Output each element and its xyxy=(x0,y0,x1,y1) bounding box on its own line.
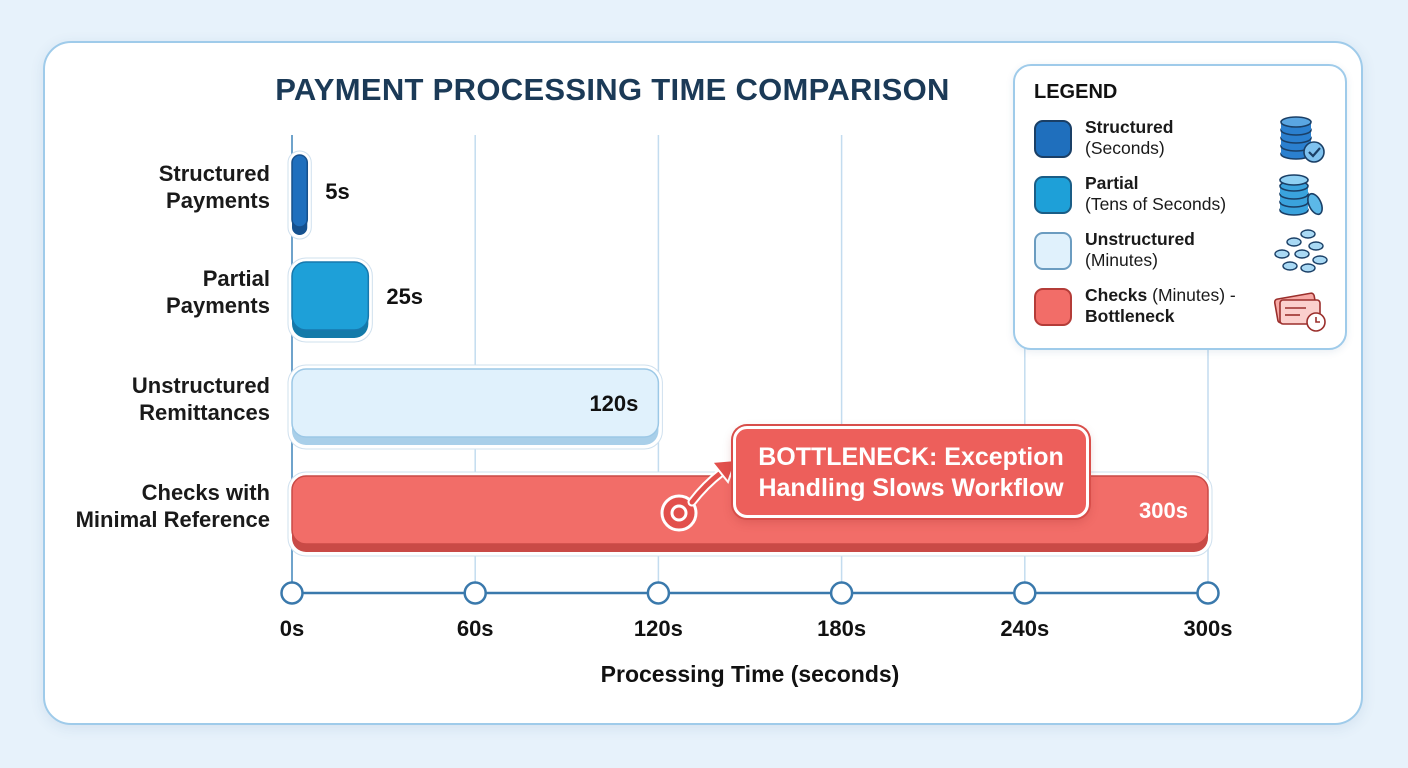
x-tick-marker-0 xyxy=(280,581,304,605)
x-tick-label-120: 120s xyxy=(634,616,683,641)
category-label-0-0: Structured xyxy=(159,161,270,186)
x-tick-marker-240 xyxy=(1013,581,1037,605)
check-clock-icon xyxy=(1273,292,1326,332)
legend: LEGEND Structured (Seconds) xyxy=(1013,64,1347,350)
value-label-3: 300s xyxy=(1139,498,1188,523)
x-tick-label-180: 180s xyxy=(817,616,866,641)
bar-2 xyxy=(287,364,663,450)
bar-face-1 xyxy=(291,261,370,331)
legend-item-checks: Checks (Minutes) - Bottleneck xyxy=(1034,284,1334,332)
x-tick-label-0: 0s xyxy=(280,616,304,641)
category-label-1-0: Partial xyxy=(203,266,270,291)
value-label-1: 25s xyxy=(386,284,423,309)
x-tick-label-300: 300s xyxy=(1184,616,1233,641)
legend-name-bottleneck: Bottleneck xyxy=(1085,306,1175,326)
legend-swatch-checks xyxy=(1034,288,1072,326)
legend-detail-structured: (Seconds) xyxy=(1085,138,1165,158)
x-tick-label-60: 60s xyxy=(457,616,494,641)
x-tick-marker-300 xyxy=(1196,581,1220,605)
legend-title: LEGEND xyxy=(1034,81,1118,103)
chart-title: PAYMENT PROCESSING TIME COMPARISON xyxy=(275,72,950,107)
value-label-2: 120s xyxy=(589,391,638,416)
legend-item-structured: Structured (Seconds) xyxy=(1034,116,1334,164)
legend-name-partial: Partial xyxy=(1085,173,1139,193)
legend-item-unstructured: Unstructured (Minutes) xyxy=(1034,228,1334,276)
coin-stack-icon xyxy=(1279,174,1323,216)
legend-item-partial: Partial (Tens of Seconds) xyxy=(1034,172,1334,220)
x-axis-label: Processing Time (seconds) xyxy=(601,661,900,687)
legend-swatch-partial xyxy=(1034,176,1072,214)
legend-detail-partial: (Tens of Seconds) xyxy=(1085,194,1227,214)
bar-1 xyxy=(287,257,373,343)
legend-detail-unstructured: (Minutes) xyxy=(1085,250,1158,270)
coin-stack-check-icon xyxy=(1280,116,1325,163)
category-label-2-0: Unstructured xyxy=(132,373,270,398)
category-label-3-1: Minimal Reference xyxy=(76,507,270,532)
legend-swatch-structured xyxy=(1034,120,1072,158)
pointer-arrow-head xyxy=(710,458,738,485)
scattered-coins-icon xyxy=(1274,229,1328,273)
legend-name-checks: Checks xyxy=(1085,285,1148,305)
bar-0 xyxy=(287,150,312,240)
callout-line-2: Handling Slows Workflow xyxy=(758,474,1064,502)
pointer-ring-inner xyxy=(670,504,688,522)
bottleneck-callout: BOTTLENECK: Exception Handling Slows Wor… xyxy=(733,426,1089,518)
value-label-0: 5s xyxy=(325,179,349,204)
bar-face-2 xyxy=(291,368,660,438)
legend-name-structured: Structured xyxy=(1085,117,1174,137)
legend-name-unstructured: Unstructured xyxy=(1085,229,1195,249)
pointer-ring xyxy=(660,494,698,532)
x-tick-label-240: 240s xyxy=(1000,616,1049,641)
pointer-arrow-line xyxy=(689,469,725,505)
category-label-0-1: Payments xyxy=(166,188,270,213)
x-tick-marker-120 xyxy=(646,581,671,605)
legend-swatch-unstructured xyxy=(1034,232,1072,270)
legend-detail-checks: (Minutes) - xyxy=(1147,285,1236,305)
x-tick-marker-180 xyxy=(829,581,854,605)
bar-face-0 xyxy=(291,154,309,228)
category-label-3-0: Checks with xyxy=(142,480,270,505)
callout-line-1: BOTTLENECK: Exception xyxy=(758,443,1064,471)
category-label-2-1: Remittances xyxy=(139,400,270,425)
x-tick-marker-60 xyxy=(463,581,487,605)
category-label-1-1: Payments xyxy=(166,293,270,318)
